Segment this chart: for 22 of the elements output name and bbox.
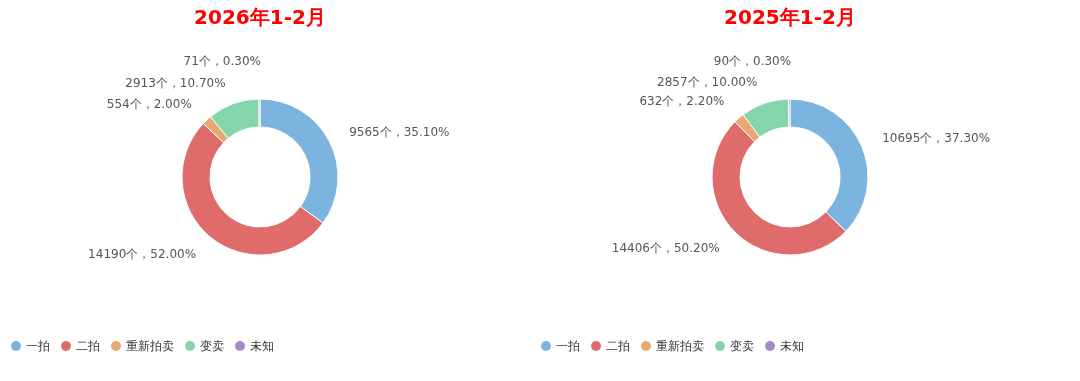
- data-label: 9565个，35.10%: [349, 124, 450, 139]
- legend-label: 二拍: [76, 339, 100, 353]
- chart-title: 2026年1-2月: [194, 5, 326, 29]
- data-label: 71个，0.30%: [183, 54, 261, 68]
- legend-label: 变卖: [200, 339, 224, 353]
- legend-label: 二拍: [606, 339, 630, 353]
- legend-label: 未知: [250, 339, 274, 353]
- data-label: 554个，2.00%: [106, 96, 192, 111]
- legend-label: 一拍: [26, 339, 50, 353]
- data-label: 632个，2.20%: [639, 94, 725, 109]
- legend-label: 重新拍卖: [126, 339, 174, 353]
- data-label: 10695个，37.30%: [882, 131, 991, 146]
- data-label: 2913个，10.70%: [125, 76, 226, 91]
- data-label: 90个，0.30%: [713, 54, 792, 69]
- data-label: 14406个，50.20%: [611, 241, 720, 256]
- legend-label: 重新拍卖: [656, 339, 704, 353]
- legend-label: 一拍: [556, 339, 580, 353]
- legend-label: 变卖: [730, 339, 754, 353]
- chart-title: 2025年1-2月: [724, 5, 856, 29]
- data-label: 2857个，10.00%: [657, 75, 758, 90]
- legend-label: 未知: [780, 339, 804, 353]
- data-label: 14190个，52.00%: [88, 246, 197, 261]
